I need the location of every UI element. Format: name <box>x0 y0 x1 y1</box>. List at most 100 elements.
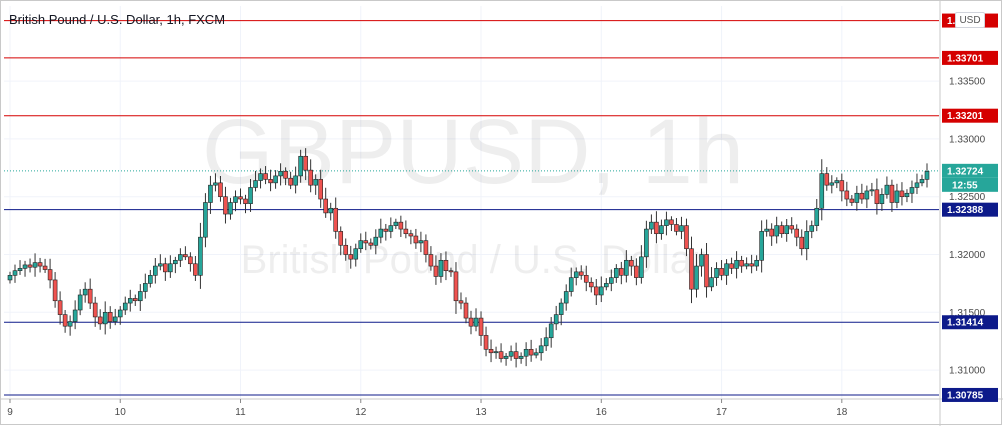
candle <box>97 309 103 330</box>
candle <box>398 215 404 237</box>
candle-body <box>183 254 188 258</box>
candle <box>669 216 674 232</box>
currency-button[interactable]: USD <box>955 12 985 28</box>
candle-body <box>583 275 589 283</box>
candle-body <box>92 302 98 318</box>
candle <box>664 211 669 236</box>
candle-body <box>348 254 354 260</box>
candle <box>659 219 664 240</box>
candle-body <box>137 291 143 302</box>
candle-body <box>87 288 93 304</box>
candle <box>478 311 484 346</box>
candle-body <box>67 321 73 327</box>
candle <box>368 238 374 250</box>
candle <box>909 180 915 203</box>
candle-body <box>52 279 58 302</box>
candle <box>32 253 38 277</box>
candle <box>213 173 218 192</box>
candle <box>293 166 298 194</box>
symbol-title[interactable]: British Pound / U.S. Dollar, 1h, FXCM <box>9 12 226 27</box>
candle-body <box>42 265 48 270</box>
candle <box>7 271 13 284</box>
candle <box>704 242 709 298</box>
candle <box>604 278 609 291</box>
candle-body <box>203 202 208 238</box>
support-price-label: 1.32388 <box>947 205 984 216</box>
candle <box>714 262 719 286</box>
candle-body <box>323 198 328 214</box>
candle-body <box>774 225 779 237</box>
candle-body <box>373 236 379 246</box>
candle-body <box>719 268 724 276</box>
candle <box>709 267 714 292</box>
candle-body <box>593 286 599 296</box>
candle-body <box>153 265 158 276</box>
price-tick-label: 1.31000 <box>949 366 986 377</box>
candle <box>609 269 614 292</box>
resistance-price-tag <box>942 108 998 123</box>
candle <box>749 254 754 274</box>
candle-body <box>313 179 318 186</box>
candle <box>839 173 845 202</box>
candle <box>568 267 574 297</box>
candle-body <box>909 187 915 194</box>
candle-body <box>839 180 845 192</box>
candle <box>112 308 118 326</box>
candle <box>178 248 183 268</box>
time-tick-label: 9 <box>7 407 13 418</box>
time-axis-layer: 9 10 11 12 13 16 17 18 <box>1 398 1003 418</box>
candle-body <box>649 221 654 230</box>
candle <box>183 246 188 261</box>
candle <box>418 231 424 253</box>
candle-body <box>493 351 499 354</box>
candle-body <box>899 190 905 198</box>
candle-body <box>448 270 454 273</box>
candle-body <box>453 271 459 302</box>
candle <box>739 255 744 273</box>
candle-body <box>744 263 749 267</box>
candle <box>854 185 860 211</box>
candle <box>448 267 454 277</box>
candle-body <box>473 317 479 327</box>
candle <box>173 256 178 274</box>
candle-body <box>338 231 344 246</box>
candle-body <box>654 221 659 235</box>
candle <box>268 169 273 192</box>
watermark-symbol: GBPUSD, 1h <box>202 101 744 203</box>
candle-body <box>288 177 293 186</box>
candle-body <box>919 179 925 184</box>
candle <box>884 176 890 199</box>
candle <box>363 231 369 251</box>
candle-body <box>588 281 594 288</box>
candle <box>859 183 865 204</box>
candle <box>428 246 434 271</box>
candle-body <box>193 263 198 276</box>
candle <box>17 260 23 275</box>
candle <box>403 220 409 239</box>
candle-body <box>333 207 339 232</box>
candle-body <box>664 219 669 226</box>
candle-body <box>734 259 739 269</box>
candle <box>338 226 344 256</box>
candle <box>193 255 198 281</box>
candle-body <box>869 189 875 192</box>
candle-body <box>328 207 333 214</box>
candle <box>719 260 724 281</box>
candle <box>443 251 449 281</box>
candle <box>573 267 579 286</box>
candle <box>894 183 900 209</box>
candle-body <box>523 348 529 357</box>
candle-body <box>859 192 865 200</box>
candle-body <box>834 180 840 184</box>
candle <box>508 345 514 361</box>
candle <box>598 276 604 303</box>
candle <box>52 272 58 308</box>
candle <box>92 296 98 327</box>
candle-body <box>253 180 258 188</box>
candle <box>684 218 689 257</box>
candle <box>122 296 128 315</box>
candle-body <box>884 184 890 195</box>
candle-body <box>22 264 28 269</box>
time-tick-label: 11 <box>235 407 246 418</box>
